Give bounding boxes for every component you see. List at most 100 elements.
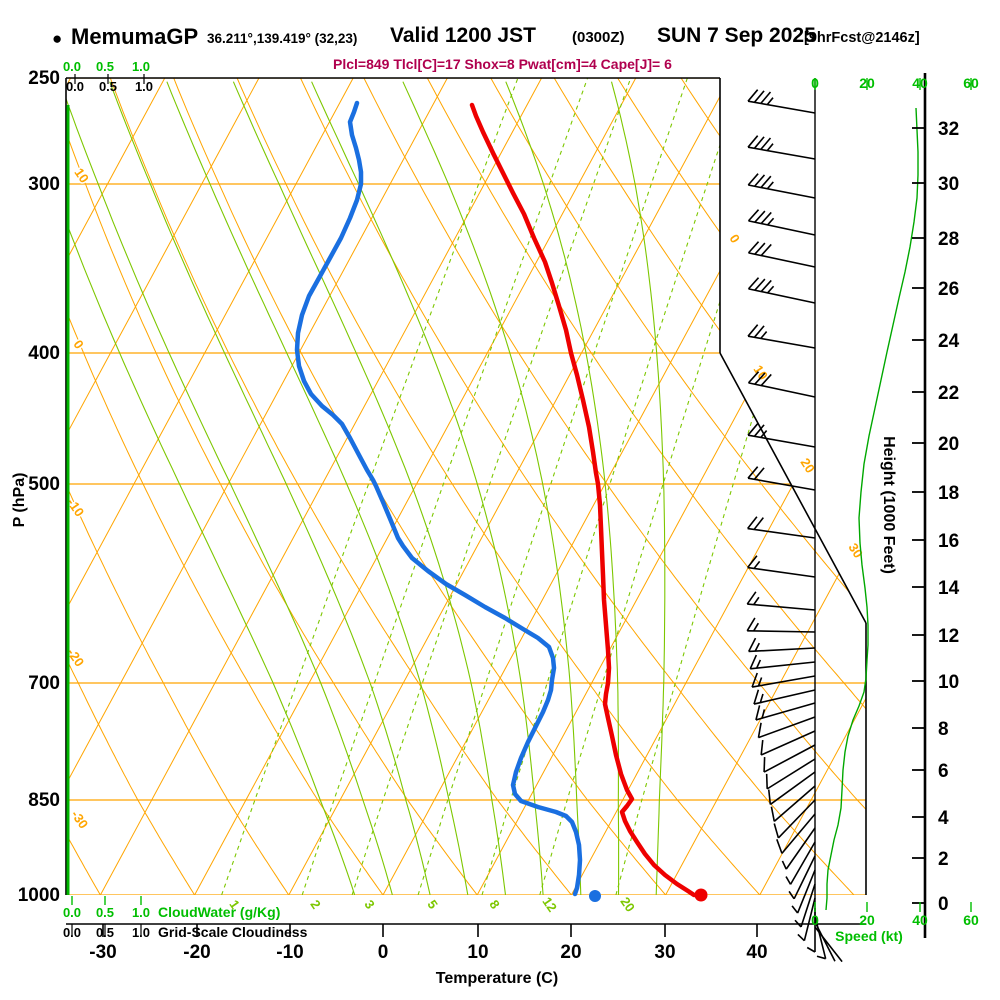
wind-barb bbox=[746, 591, 816, 611]
moist-adiabat-line bbox=[66, 81, 356, 895]
height-tick-label: 20 bbox=[938, 434, 959, 455]
dry-adiabat-line bbox=[426, 78, 866, 895]
station-coordinates: 36.211°,139.419° (32,23) bbox=[207, 31, 358, 46]
valid-time: Valid 1200 JST bbox=[390, 24, 536, 47]
cloudiness-scale-top: 0.0 bbox=[66, 79, 84, 94]
dry-adiabat-line bbox=[66, 78, 196, 895]
isotherm-line bbox=[66, 78, 166, 895]
plot-border bbox=[65, 77, 867, 895]
moist-adiabat-line bbox=[402, 81, 582, 895]
wind-barb bbox=[791, 869, 816, 914]
height-tick-label: 10 bbox=[938, 672, 959, 693]
speed-axis: 00202040406060Speed (kt) bbox=[811, 75, 979, 944]
wind-barb bbox=[747, 637, 816, 653]
dry-adiabat-line bbox=[66, 78, 478, 895]
pressure-tick-label: 300 bbox=[28, 174, 60, 195]
height-tick-label: 12 bbox=[938, 626, 959, 647]
temperature-tick-label: -10 bbox=[276, 942, 303, 963]
mixing-ratio-line bbox=[221, 78, 519, 895]
wind-barb bbox=[747, 277, 816, 304]
speed-tick-label-bottom: 0 bbox=[811, 912, 819, 928]
wind-barb bbox=[747, 135, 816, 160]
isotherm-line bbox=[759, 78, 866, 895]
wind-barb bbox=[747, 555, 816, 578]
height-tick-label: 8 bbox=[938, 719, 949, 740]
cloudwater-scale-bottom: 0.5 bbox=[96, 905, 114, 920]
wind-barb bbox=[785, 841, 816, 885]
mixing-ratio-line bbox=[481, 78, 743, 895]
wind-barb bbox=[749, 654, 816, 670]
height-tick-label: 22 bbox=[938, 383, 959, 404]
mixing-ratio-line bbox=[615, 78, 857, 895]
wind-barb bbox=[814, 921, 836, 962]
temperature-tick-label: 30 bbox=[654, 942, 675, 963]
dry-adiabat-line bbox=[553, 78, 866, 895]
temperature-tick-label: 20 bbox=[560, 942, 581, 963]
mixing-ratio-label: 8 bbox=[486, 897, 502, 912]
pressure-axis-title: P (hPa) bbox=[11, 473, 28, 528]
cloudwater-scale-bottom: 0.0 bbox=[63, 905, 81, 920]
isotherm-line bbox=[66, 78, 260, 895]
station-bullet-icon: ● bbox=[52, 29, 63, 48]
station-name: MemumaGP bbox=[71, 24, 199, 49]
dry-adiabat-label: -30 bbox=[68, 807, 91, 831]
mixing-ratio-label: 12 bbox=[539, 894, 560, 914]
wind-barb bbox=[747, 173, 816, 199]
cloudwater-scale-bottom: 1.0 bbox=[132, 905, 150, 920]
wind-barb bbox=[765, 758, 816, 790]
mixing-ratio-line bbox=[301, 78, 589, 895]
wind-barb bbox=[747, 324, 816, 349]
wind-barb bbox=[755, 702, 816, 721]
cloudwater-axis-title: CloudWater (g/Kg) bbox=[158, 904, 280, 920]
height-tick-label: 16 bbox=[938, 531, 959, 552]
mixing-ratio-line bbox=[351, 78, 632, 895]
isotherm-line bbox=[382, 78, 825, 895]
wind-barb bbox=[770, 785, 816, 823]
pressure-tick-label: 500 bbox=[28, 474, 60, 495]
height-tick-label: 14 bbox=[938, 578, 960, 599]
wind-barb bbox=[747, 466, 816, 491]
isotherm-line bbox=[665, 78, 866, 895]
cloudwater-scale-top: 0.5 bbox=[96, 59, 114, 74]
mixing-ratio-line bbox=[539, 78, 792, 895]
wind-barb bbox=[753, 689, 816, 705]
wind-barb bbox=[747, 209, 816, 236]
moist-adiabat-line bbox=[166, 81, 469, 895]
valid-time-utc: (0300Z) bbox=[572, 29, 625, 46]
forecast-hour: [9hrFcst@2146z] bbox=[804, 30, 920, 46]
valid-date: SUN 7 Sep 2025 bbox=[657, 24, 816, 47]
cloudiness-scale-top: 1.0 bbox=[135, 79, 153, 94]
temperature-tick-label: -20 bbox=[183, 942, 210, 963]
wind-barb bbox=[788, 855, 816, 900]
moist-adiabat-line bbox=[311, 81, 544, 895]
dry-adiabat-line bbox=[490, 78, 866, 895]
dewpoint-curve bbox=[294, 100, 583, 897]
dry-adiabat-line bbox=[109, 78, 572, 895]
surface-temperature-dot bbox=[694, 888, 708, 902]
mixing-ratio-label: 3 bbox=[361, 897, 377, 912]
pressure-tick-label: 850 bbox=[28, 790, 60, 811]
wind-barb bbox=[814, 926, 843, 963]
speed-axis-title: Speed (kt) bbox=[835, 928, 903, 944]
wind-barb bbox=[806, 908, 816, 953]
wind-barb bbox=[757, 716, 816, 739]
isotherm-label: 10 bbox=[751, 362, 771, 382]
temperature-curve bbox=[469, 102, 697, 898]
wind-barb bbox=[814, 915, 827, 960]
wind-barb bbox=[747, 516, 816, 539]
isotherm-line bbox=[570, 78, 866, 895]
height-tick-label: 6 bbox=[938, 761, 949, 782]
mixing-ratio-line bbox=[417, 78, 688, 895]
grid-lines bbox=[66, 78, 866, 895]
wind-barb bbox=[751, 672, 816, 688]
height-axis-title: Height (1000 Feet) bbox=[880, 436, 897, 574]
wind-barb bbox=[747, 423, 816, 448]
isotherm-line bbox=[194, 78, 637, 895]
isotherm-label: 30 bbox=[846, 540, 866, 560]
temperature-tick-label: 10 bbox=[467, 942, 488, 963]
moist-adiabat-line bbox=[232, 81, 507, 895]
mixing-ratio-label: 2 bbox=[307, 897, 323, 912]
wind-barb bbox=[776, 813, 816, 854]
isotherm-line bbox=[288, 78, 731, 895]
